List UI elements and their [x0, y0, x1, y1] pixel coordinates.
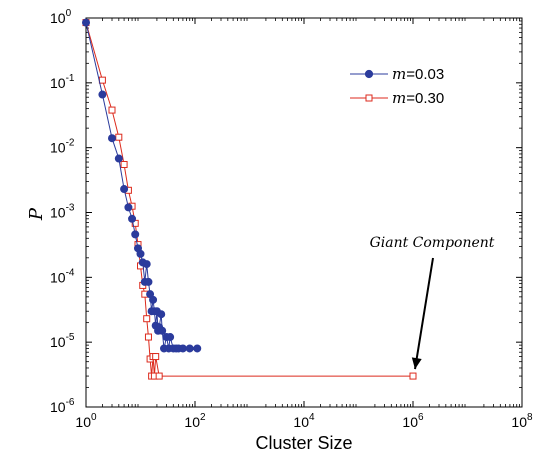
tick-base: 10	[50, 269, 66, 285]
annotation: Giant Component	[370, 235, 495, 370]
tick-base: 10	[293, 414, 309, 430]
x-axis-title: Cluster Size	[255, 433, 352, 453]
tick-exponent: 8	[527, 412, 533, 423]
tick-exponent: 0	[91, 412, 97, 423]
data-point	[120, 185, 129, 194]
y-tick-label: 10-2	[50, 138, 75, 156]
series-1	[82, 19, 417, 380]
tick-base: 10	[50, 140, 66, 156]
x-tick-label: 108	[511, 412, 533, 430]
legend-item: m=0.30	[350, 89, 444, 107]
annotation-label: Giant Component	[370, 235, 495, 251]
data-point	[98, 76, 106, 84]
data-point	[131, 230, 140, 239]
legend-label-value: =0.03	[406, 66, 444, 83]
tick-base: 10	[50, 334, 66, 350]
legend-label: m=0.30	[392, 89, 444, 107]
axis-ticks: 100 102 104 106 10810010-110-210-310-410-510…	[50, 8, 533, 430]
legend-marker	[365, 94, 373, 102]
tick-base: 10	[50, 10, 66, 26]
data-point	[124, 203, 133, 212]
legend-marker	[364, 69, 374, 79]
tick-exponent: -2	[66, 138, 75, 149]
tick-base: 10	[402, 414, 418, 430]
data-point	[166, 333, 175, 342]
legend-label-value: =0.30	[406, 90, 444, 107]
annotation-arrowhead	[411, 357, 422, 370]
data-point	[155, 372, 163, 380]
data-point	[185, 344, 194, 353]
data-point	[82, 18, 91, 27]
data-point	[120, 160, 128, 168]
data-point	[114, 154, 123, 163]
series-line	[85, 22, 198, 349]
tick-exponent: 2	[200, 412, 206, 423]
y-tick-label: 10-4	[50, 267, 75, 285]
y-tick-label: 100	[50, 8, 72, 26]
x-tick-label: 106	[402, 412, 424, 430]
legend-label-var: m	[392, 89, 406, 107]
tick-exponent: -3	[66, 203, 75, 214]
tick-base: 10	[50, 75, 66, 91]
data-point	[143, 315, 151, 323]
x-tick-label: 102	[184, 412, 206, 430]
data-point	[157, 310, 166, 319]
data-point	[115, 133, 123, 141]
tick-exponent: -4	[66, 267, 75, 278]
tick-base: 10	[75, 414, 91, 430]
tick-exponent: 0	[66, 8, 72, 19]
data-point	[178, 344, 187, 353]
series-layer	[82, 18, 417, 380]
data-point	[144, 277, 153, 286]
tick-base: 10	[50, 399, 66, 415]
legend-label-var: m	[392, 65, 406, 83]
legend-item: m=0.03	[350, 65, 444, 83]
data-point	[108, 106, 116, 114]
legend: m=0.03m=0.30	[350, 65, 444, 107]
tick-exponent: -1	[66, 73, 75, 84]
tick-base: 10	[50, 205, 66, 221]
data-point	[128, 214, 137, 223]
y-tick-label: 10-1	[50, 73, 75, 91]
tick-exponent: -5	[66, 332, 75, 343]
plot-frame	[85, 17, 523, 408]
x-tick-label: 100	[75, 412, 97, 430]
data-point	[152, 353, 160, 361]
y-axis-title: P	[26, 207, 47, 221]
data-point	[149, 295, 158, 304]
data-point	[193, 344, 202, 353]
tick-base: 10	[184, 414, 200, 430]
tick-base: 10	[511, 414, 527, 430]
data-point	[98, 90, 107, 99]
data-point	[136, 249, 145, 258]
plot-area	[85, 17, 523, 408]
y-tick-label: 10-6	[50, 397, 75, 415]
data-point	[158, 326, 167, 335]
y-tick-label: 10-5	[50, 332, 75, 350]
x-tick-label: 104	[293, 412, 315, 430]
tick-exponent: -6	[66, 397, 75, 408]
data-point	[409, 372, 417, 380]
data-point	[108, 134, 117, 143]
tick-exponent: 4	[309, 412, 315, 423]
tick-exponent: 6	[418, 412, 424, 423]
data-point	[142, 260, 151, 269]
data-point	[144, 333, 152, 341]
series-0	[82, 18, 202, 353]
annotation-arrow	[414, 257, 434, 370]
y-tick-label: 10-3	[50, 203, 75, 221]
legend-label: m=0.03	[392, 65, 444, 83]
